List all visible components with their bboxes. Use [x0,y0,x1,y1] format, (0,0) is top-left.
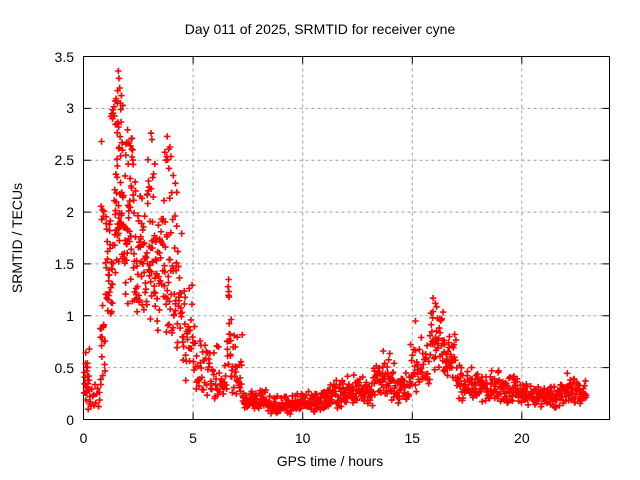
axis-ticks [83,56,610,420]
y-tick-label-2.5: 2.5 [54,152,74,169]
x-tick-label-5: 5 [189,430,197,446]
y-tick-label-1: 1 [66,307,74,324]
x-tick-label-20: 20 [514,430,530,446]
x-axis-label: GPS time / hours [276,453,384,469]
plot-border [83,56,610,420]
x-tick-label-0: 0 [79,430,88,446]
y-tick-label-0.5: 0.5 [54,359,74,376]
y-tick-label-3.5: 3.5 [54,48,74,65]
scatter-points-srmtid [80,67,590,418]
x-tick-label-10: 10 [294,430,311,446]
grid-lines [83,56,610,420]
y-tick-label-2: 2 [66,204,74,221]
y-tick-label-0: 0 [66,411,74,428]
y-tick-label-3: 3 [66,100,74,117]
y-tick-label-1.5: 1.5 [54,255,74,272]
x-tick-label-15: 15 [404,430,421,446]
chart-title: Day 011 of 2025, SRMTID for receiver cyn… [184,21,456,37]
